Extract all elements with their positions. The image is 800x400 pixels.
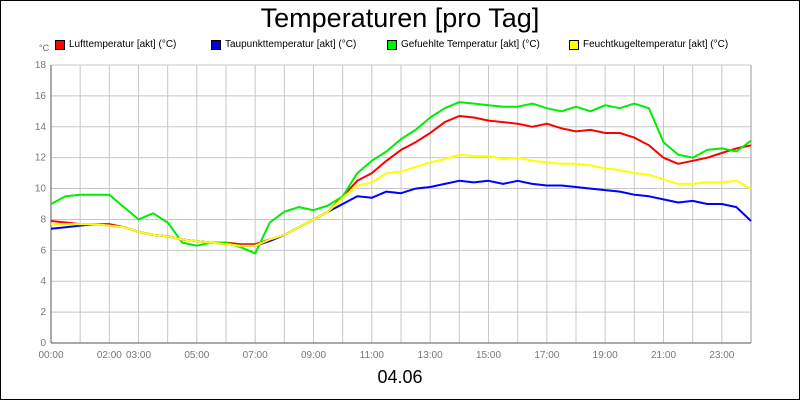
x-tick-label: 19:00 [593, 350, 618, 361]
legend-label: Feuchtkugeltemperatur [akt] (°C) [583, 39, 729, 50]
x-tick-label: 23:00 [709, 350, 734, 361]
y-tick-label: 10 [35, 184, 47, 195]
x-tick-label: 03:00 [126, 350, 151, 361]
x-tick-label: 11:00 [360, 350, 385, 361]
x-tick-label: 00:00 [38, 350, 63, 361]
legend-swatch-yellow [569, 39, 579, 50]
series-line-3 [51, 153, 752, 247]
x-tick-label: 09:00 [301, 350, 326, 361]
y-axis-unit: °C [39, 43, 50, 53]
x-tick-label: 15:00 [476, 350, 501, 361]
legend-item-feuchtkugeltemperatur: Feuchtkugeltemperatur [akt] (°C) [569, 39, 728, 50]
y-tick-label: 18 [35, 60, 47, 71]
y-tick-label: 12 [35, 153, 47, 164]
x-tick-label: 05:00 [184, 350, 209, 361]
series-line-2 [50, 101, 752, 255]
legend-label: Taupunkttemperatur [akt] (°C) [225, 39, 357, 50]
legend-label: Gefuehlte Temperatur [akt] (°C) [401, 39, 540, 50]
y-tick-label: 4 [40, 276, 46, 287]
y-tick-label: 14 [35, 122, 47, 133]
legend-swatch-blue [211, 39, 221, 50]
chart-title: Temperaturen [pro Tag] [260, 3, 540, 33]
x-tick-label: 21:00 [651, 350, 676, 361]
legend-item-lufttemperatur: Lufttemperatur [akt] (°C) [55, 39, 176, 50]
legend-label: Lufttemperatur [akt] (°C) [69, 39, 177, 50]
x-tick-label: 07:00 [243, 350, 268, 361]
x-tick-label: 13:00 [418, 350, 443, 361]
legend-item-gefuehlte-temperatur: Gefuehlte Temperatur [akt] (°C) [387, 39, 540, 50]
y-tick-label: 0 [40, 338, 46, 349]
legend-item-taupunkttemperatur: Taupunkttemperatur [akt] (°C) [211, 39, 356, 50]
y-tick-label: 8 [40, 214, 46, 225]
y-tick-label: 2 [40, 307, 46, 318]
y-tick-label: 6 [40, 245, 46, 256]
x-tick-label: 02:00 [97, 350, 122, 361]
legend-swatch-green [387, 39, 397, 50]
x-tick-label: 17:00 [534, 350, 559, 361]
date-label: 04.06 [377, 367, 423, 387]
y-tick-label: 16 [35, 91, 47, 102]
legend-swatch-red [55, 39, 65, 50]
